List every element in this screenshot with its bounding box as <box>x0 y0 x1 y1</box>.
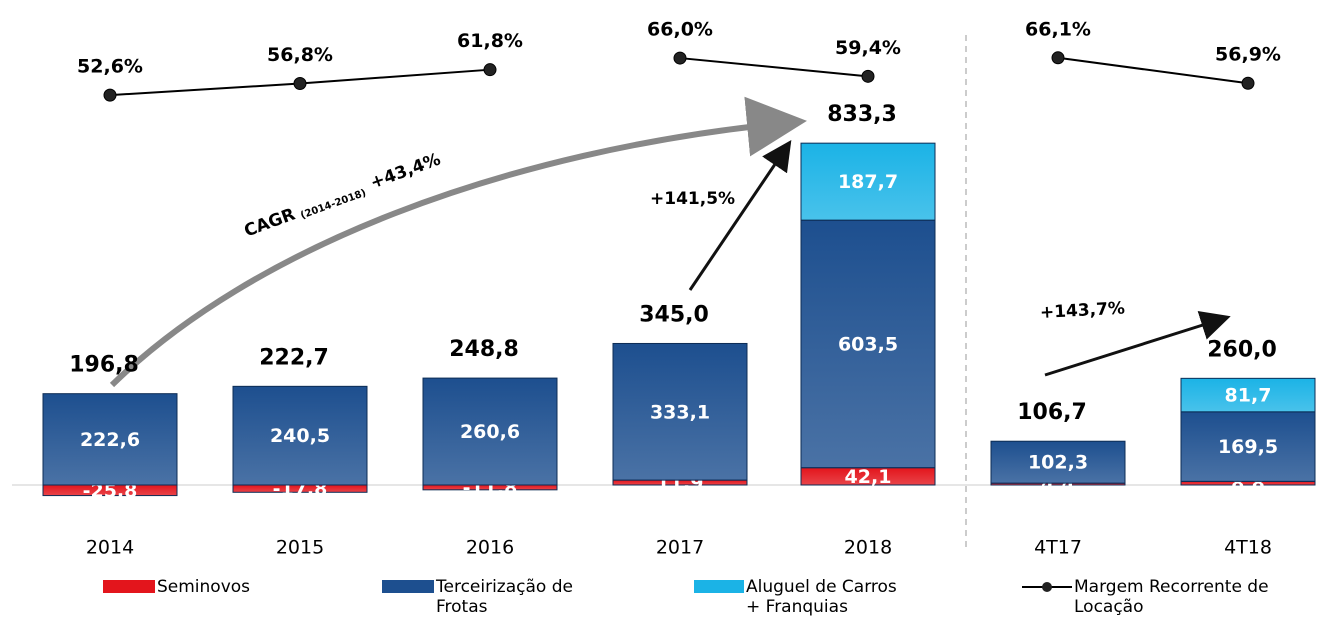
line-point <box>483 63 497 77</box>
total-label: 196,8 <box>69 353 139 378</box>
bar-segment <box>232 385 368 486</box>
line-label: 66,0% <box>647 19 713 41</box>
total-label: 222,7 <box>259 345 329 370</box>
data-label: 102,3 <box>1028 452 1088 474</box>
legend-swatch <box>694 580 744 593</box>
line-segment <box>299 68 491 85</box>
annotation: (2014-2018) <box>299 188 368 222</box>
cagr-label: CAGR (2014-2018) +43,4% <box>242 150 444 242</box>
x-tick-label: 2014 <box>86 537 134 559</box>
bar-segment <box>1180 377 1316 413</box>
bar-segment <box>990 440 1126 484</box>
line-point <box>1241 76 1255 90</box>
data-label: 260,6 <box>460 421 520 443</box>
annotation: +43,4% <box>368 150 444 194</box>
growth-arrow <box>1044 310 1231 377</box>
legend-label: Margem Recorrente de Locação <box>1074 577 1269 617</box>
data-label: 187,7 <box>838 171 898 193</box>
line-label: 52,6% <box>77 56 143 78</box>
line-label: 59,4% <box>835 37 901 59</box>
growth-arrow <box>688 140 792 291</box>
x-tick-label: 2015 <box>276 537 324 559</box>
annotation: +143,7% <box>1039 299 1125 323</box>
total-label: 106,7 <box>1017 400 1087 425</box>
bar-segment <box>800 219 936 469</box>
data-label: 42,1 <box>845 466 892 488</box>
legend-swatch <box>103 580 155 593</box>
total-label: 833,3 <box>827 102 897 127</box>
line-point <box>673 51 687 65</box>
data-label: 222,6 <box>80 429 140 451</box>
bar-segment <box>612 342 748 481</box>
line-label: 66,1% <box>1025 18 1091 40</box>
bar-segment <box>1180 411 1316 482</box>
line-label: 61,8% <box>457 30 523 52</box>
x-tick-label: 2017 <box>656 537 704 559</box>
bar-segment <box>800 142 936 221</box>
legend-line-icon <box>1022 582 1072 592</box>
line-point <box>861 69 875 83</box>
data-label: 240,5 <box>270 425 330 447</box>
x-tick-label: 2018 <box>844 537 892 559</box>
line-segment <box>1057 56 1249 85</box>
x-tick-label: 4T17 <box>1034 537 1082 559</box>
line-point <box>103 88 117 102</box>
total-label: 248,8 <box>449 337 519 362</box>
legend-label: Aluguel de Carros + Franquias <box>746 577 897 617</box>
total-label: 260,0 <box>1207 337 1277 362</box>
data-label: 169,5 <box>1218 436 1278 458</box>
data-label: 81,7 <box>1225 385 1272 407</box>
line-point <box>1051 51 1065 65</box>
line-segment <box>109 82 301 97</box>
annotation: +141,5% <box>650 189 735 209</box>
legend-marker <box>1042 582 1052 592</box>
line-label: 56,9% <box>1215 44 1281 66</box>
legend-label: Terceirização de Frotas <box>436 577 573 617</box>
annotation: CAGR <box>242 205 298 242</box>
x-tick-label: 2016 <box>466 537 514 559</box>
data-label: 333,1 <box>650 401 710 423</box>
line-point <box>293 77 307 91</box>
total-label: 345,0 <box>639 302 709 327</box>
cagr-arrow <box>109 96 807 388</box>
x-tick-label: 4T18 <box>1224 537 1272 559</box>
bar-segment <box>422 377 558 486</box>
bar-segment <box>42 393 178 486</box>
line-segment <box>679 57 869 78</box>
legend-label: Seminovos <box>157 577 251 597</box>
legend-swatch <box>382 580 434 593</box>
line-label: 56,8% <box>267 44 333 66</box>
data-label: 603,5 <box>838 333 898 355</box>
